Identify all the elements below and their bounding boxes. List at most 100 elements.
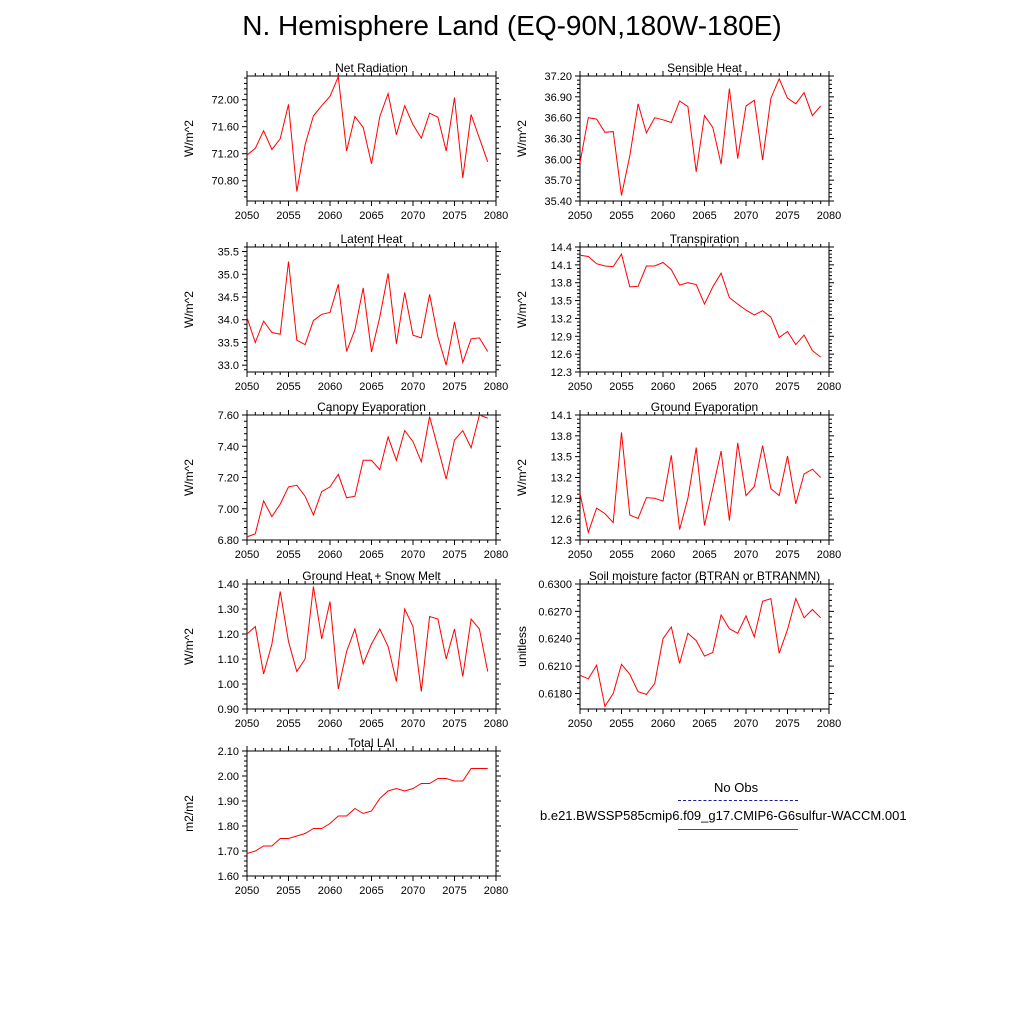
chart-4-ytick-label: 12.3 (551, 367, 572, 379)
chart-5-title: Canopy Evaporation (317, 400, 426, 414)
chart-2-frame (579, 75, 830, 202)
chart-2-ytick-label: 35.40 (544, 196, 572, 208)
chart-4-ytick-label: 14.1 (551, 260, 572, 272)
chart-1-xtick-label: 2070 (401, 210, 425, 222)
chart-7-title: Ground Heat + Snow Melt (302, 569, 441, 583)
chart-2-xtick-label: 2080 (817, 210, 841, 222)
chart-6-ytick-label: 13.2 (551, 473, 572, 485)
chart-9-ytick-label: 2.10 (218, 746, 239, 758)
chart-7-series-line (246, 586, 489, 692)
chart-5-ytick-label: 6.80 (218, 535, 239, 547)
chart-3-xtick-label: 2075 (442, 381, 466, 393)
chart-8-ylabel: unitless (515, 626, 529, 667)
chart-2-xtick-label: 2055 (609, 210, 633, 222)
chart-3-frame (246, 246, 497, 373)
chart-7-ytick-label: 0.90 (218, 704, 239, 716)
chart-1-ytick-label: 71.60 (211, 122, 239, 134)
chart-4-series-line (579, 252, 822, 358)
chart-9-xtick-label: 2070 (401, 885, 425, 897)
chart-7-xtick-label: 2060 (318, 718, 342, 730)
chart-5-xtick-label: 2075 (442, 549, 466, 561)
chart-4-ytick-label: 13.2 (551, 313, 572, 325)
chart-3-xtick-label: 2065 (359, 381, 383, 393)
chart-9-frame (246, 750, 497, 877)
chart-6-ytick-label: 13.8 (551, 431, 572, 443)
chart-1-xtick-label: 2055 (276, 210, 300, 222)
chart-3-ytick-label: 35.0 (218, 269, 239, 281)
chart-8-xtick-label: 2065 (692, 718, 716, 730)
chart-4-xtick-label: 2050 (568, 381, 592, 393)
chart-3-title: Latent Heat (340, 232, 403, 246)
chart-7-ytick-label: 1.20 (218, 629, 239, 641)
page-title: N. Hemisphere Land (EQ-90N,180W-180E) (242, 10, 782, 41)
chart-2: Sensible Heat W/m^2 2050 2055 2060 2065 2070 20… (515, 61, 841, 222)
chart-6-xtick-label: 2050 (568, 549, 592, 561)
chart-1-xtick-label: 2075 (442, 210, 466, 222)
chart-4-xtick-label: 2060 (651, 381, 675, 393)
chart-4-ytick-label: 12.6 (551, 349, 572, 361)
chart-1-series-line (246, 74, 489, 192)
chart-7-ytick-label: 1.40 (218, 579, 239, 591)
chart-8-xtick-label: 2080 (817, 718, 841, 730)
chart-9-ytick-label: 2.00 (218, 771, 239, 783)
chart-6-xtick-label: 2065 (692, 549, 716, 561)
chart-2-title: Sensible Heat (667, 61, 742, 75)
chart-8-ytick-label: 0.6240 (538, 634, 572, 646)
chart-4-xtick-label: 2080 (817, 381, 841, 393)
chart-5-ytick-label: 7.20 (218, 473, 239, 485)
chart-2-xtick-label: 2070 (734, 210, 758, 222)
chart-2-xtick-label: 2060 (651, 210, 675, 222)
chart-1-xtick-label: 2065 (359, 210, 383, 222)
chart-6-ylabel: W/m^2 (515, 459, 529, 496)
chart-8: Soil moisture factor (BTRAN or BTRANMN) u… (515, 569, 841, 730)
chart-9-xtick-label: 2065 (359, 885, 383, 897)
chart-9-xtick-label: 2080 (484, 885, 508, 897)
chart-4-ytick-label: 13.8 (551, 278, 572, 290)
chart-2-xtick-label: 2050 (568, 210, 592, 222)
chart-5-ytick-label: 7.00 (218, 504, 239, 516)
chart-3-ytick-label: 33.5 (218, 337, 239, 349)
chart-4-ytick-label: 13.5 (551, 296, 572, 308)
chart-9-ylabel: m2/m2 (182, 795, 196, 832)
chart-7-xtick-label: 2050 (235, 718, 259, 730)
chart-5-xtick-label: 2055 (276, 549, 300, 561)
chart-6-xtick-label: 2075 (775, 549, 799, 561)
chart-2-xtick-label: 2065 (692, 210, 716, 222)
chart-5-xtick-label: 2070 (401, 549, 425, 561)
chart-2-series-line (579, 77, 822, 196)
chart-8-xtick-label: 2055 (609, 718, 633, 730)
chart-4: Transpiration W/m^2 2050 2055 2060 2065 2070 20… (515, 232, 841, 393)
chart-9: Total LAI m2/m2 2050 2055 2060 2065 2070 2075 20… (182, 736, 508, 897)
chart-6-xtick-label: 2060 (651, 549, 675, 561)
chart-3: Latent Heat W/m^2 2050 2055 2060 2065 2070 2075… (182, 232, 508, 393)
legend-line-run (678, 829, 798, 830)
legend-label-obs: No Obs (714, 780, 759, 795)
chart-3-xtick-label: 2070 (401, 381, 425, 393)
chart-4-ytick-label: 12.9 (551, 331, 572, 343)
chart-3-series-line (246, 261, 489, 366)
chart-4-xtick-label: 2055 (609, 381, 633, 393)
legend-line-obs (678, 800, 798, 801)
chart-9-ytick-label: 1.90 (218, 796, 239, 808)
chart-1: Net Radiation W/m^2 2050 2055 2060 2065 2070 20… (182, 61, 508, 222)
chart-6-ytick-label: 13.5 (551, 452, 572, 464)
chart-3-xtick-label: 2080 (484, 381, 508, 393)
chart-8-xtick-label: 2060 (651, 718, 675, 730)
chart-5-series-line (246, 414, 488, 538)
chart-9-ytick-label: 1.80 (218, 821, 239, 833)
chart-8-ytick-label: 0.6210 (538, 661, 572, 673)
chart-9-title: Total LAI (348, 736, 395, 750)
chart-5-frame (246, 414, 497, 541)
chart-6-ytick-label: 12.9 (551, 493, 572, 505)
chart-4-ylabel: W/m^2 (515, 291, 529, 328)
chart-8-series-line (579, 597, 822, 708)
chart-9-ytick-label: 1.70 (218, 846, 239, 858)
chart-7-xtick-label: 2070 (401, 718, 425, 730)
chart-7-xtick-label: 2080 (484, 718, 508, 730)
chart-6-xtick-label: 2080 (817, 549, 841, 561)
chart-6-ytick-label: 12.3 (551, 535, 572, 547)
chart-4-xtick-label: 2065 (692, 381, 716, 393)
chart-5: Canopy Evaporation W/m^2 2050 2055 2060 2065 2… (182, 400, 508, 561)
chart-8-title: Soil moisture factor (BTRAN or BTRANMN) (589, 569, 820, 583)
chart-1-ylabel: W/m^2 (182, 120, 196, 157)
